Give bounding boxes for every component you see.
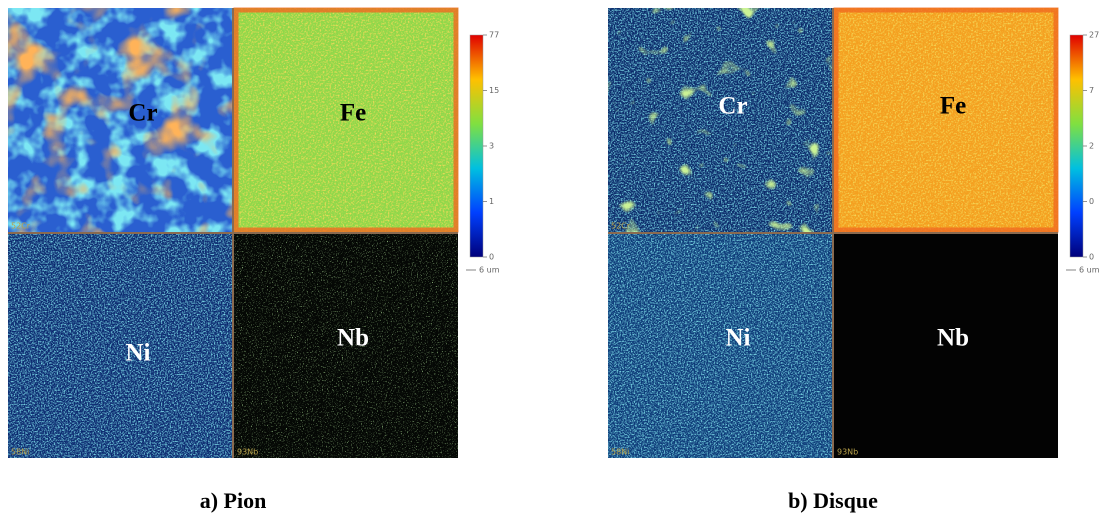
colorbar-tick-label: 3: [489, 142, 494, 151]
isotope-label: 52Cr: [611, 222, 631, 231]
isotope-label: 93Nb: [237, 448, 258, 457]
panel-caption: b) Disque: [788, 488, 878, 513]
colorbar-tick-label: 15: [489, 86, 499, 95]
scale-bar-label: 6 um: [1079, 266, 1100, 275]
map-base: [834, 234, 1058, 458]
map-texture: [608, 234, 832, 458]
colorbar: [469, 34, 484, 258]
panel: Cr 52Cr Fe Ni 58Ni Nb 93Nb 77 15 3 1 0 6 um a) Pion: [8, 7, 500, 513]
element-label: Cr: [128, 100, 157, 127]
colorbar-tick-label: 0: [1089, 197, 1094, 206]
panel-caption: a) Pion: [200, 488, 267, 513]
colorbar-tick-label: 27: [1089, 31, 1099, 40]
colorbar-tick-label: 7: [1089, 86, 1094, 95]
map-border: [233, 7, 459, 233]
element-label: Ni: [126, 340, 151, 367]
map-texture: [8, 8, 232, 232]
colorbar-tick-label: 0: [489, 253, 494, 262]
map-texture: [608, 8, 832, 232]
colorbar-tick-label: 0: [1089, 253, 1094, 262]
colorbar-tick-label: 2: [1089, 142, 1094, 151]
colorbar-tick-label: 1: [489, 197, 494, 206]
element-label: Cr: [718, 93, 747, 120]
element-label: Fe: [340, 100, 366, 127]
element-label: Fe: [940, 93, 966, 120]
map-texture: [234, 8, 458, 232]
element-label: Ni: [726, 325, 751, 352]
isotope-label: 93Nb: [837, 448, 858, 457]
map-texture: [8, 234, 232, 458]
panel: Cr 52Cr Fe Ni 58Ni Nb 93Nb 27 7 2 0 0 6 um b) Disque: [608, 7, 1100, 513]
scale-bar-label: 6 um: [479, 266, 500, 275]
isotope-label: 58Ni: [11, 448, 29, 457]
map-texture: [834, 8, 1058, 232]
map-border: [833, 7, 1059, 233]
map-texture: [234, 234, 458, 458]
colorbar: [1069, 34, 1084, 258]
isotope-label: 52Cr: [11, 222, 31, 231]
colorbar-tick-label: 77: [489, 31, 499, 40]
element-label: Nb: [937, 325, 969, 352]
element-label: Nb: [337, 325, 369, 352]
isotope-label: 58Ni: [611, 448, 629, 457]
